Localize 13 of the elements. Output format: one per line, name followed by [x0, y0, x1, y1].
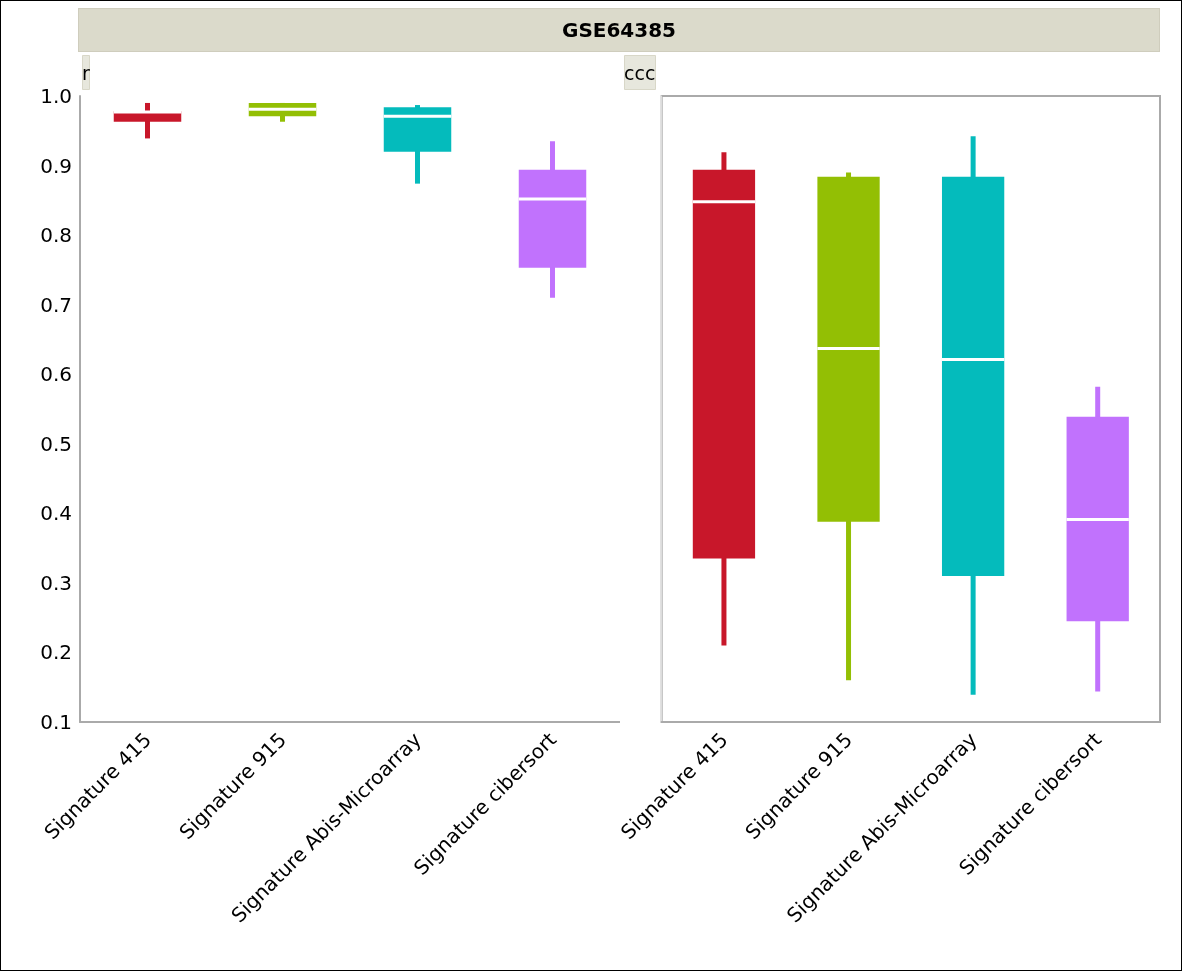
chart-subtitle: ccc — [624, 61, 656, 84]
y-tick-label: 1.0 — [40, 84, 72, 108]
y-tick-label: 0.2 — [40, 640, 72, 665]
chart-title: GSE64385 — [78, 8, 1160, 52]
y-tick-label: 0.7 — [40, 292, 72, 317]
y-tick-label: 0.1 — [40, 710, 72, 734]
y-tick-label: 0.5 — [40, 431, 72, 456]
y-tick-label: 0.6 — [40, 362, 72, 387]
y-tick-label: 0.3 — [40, 570, 72, 595]
y-tick-label: 0.4 — [40, 501, 72, 526]
y-tick-label: 0.8 — [40, 223, 72, 248]
y-tick-label: 0.9 — [40, 153, 72, 178]
chart-subtitle: r — [82, 61, 90, 84]
